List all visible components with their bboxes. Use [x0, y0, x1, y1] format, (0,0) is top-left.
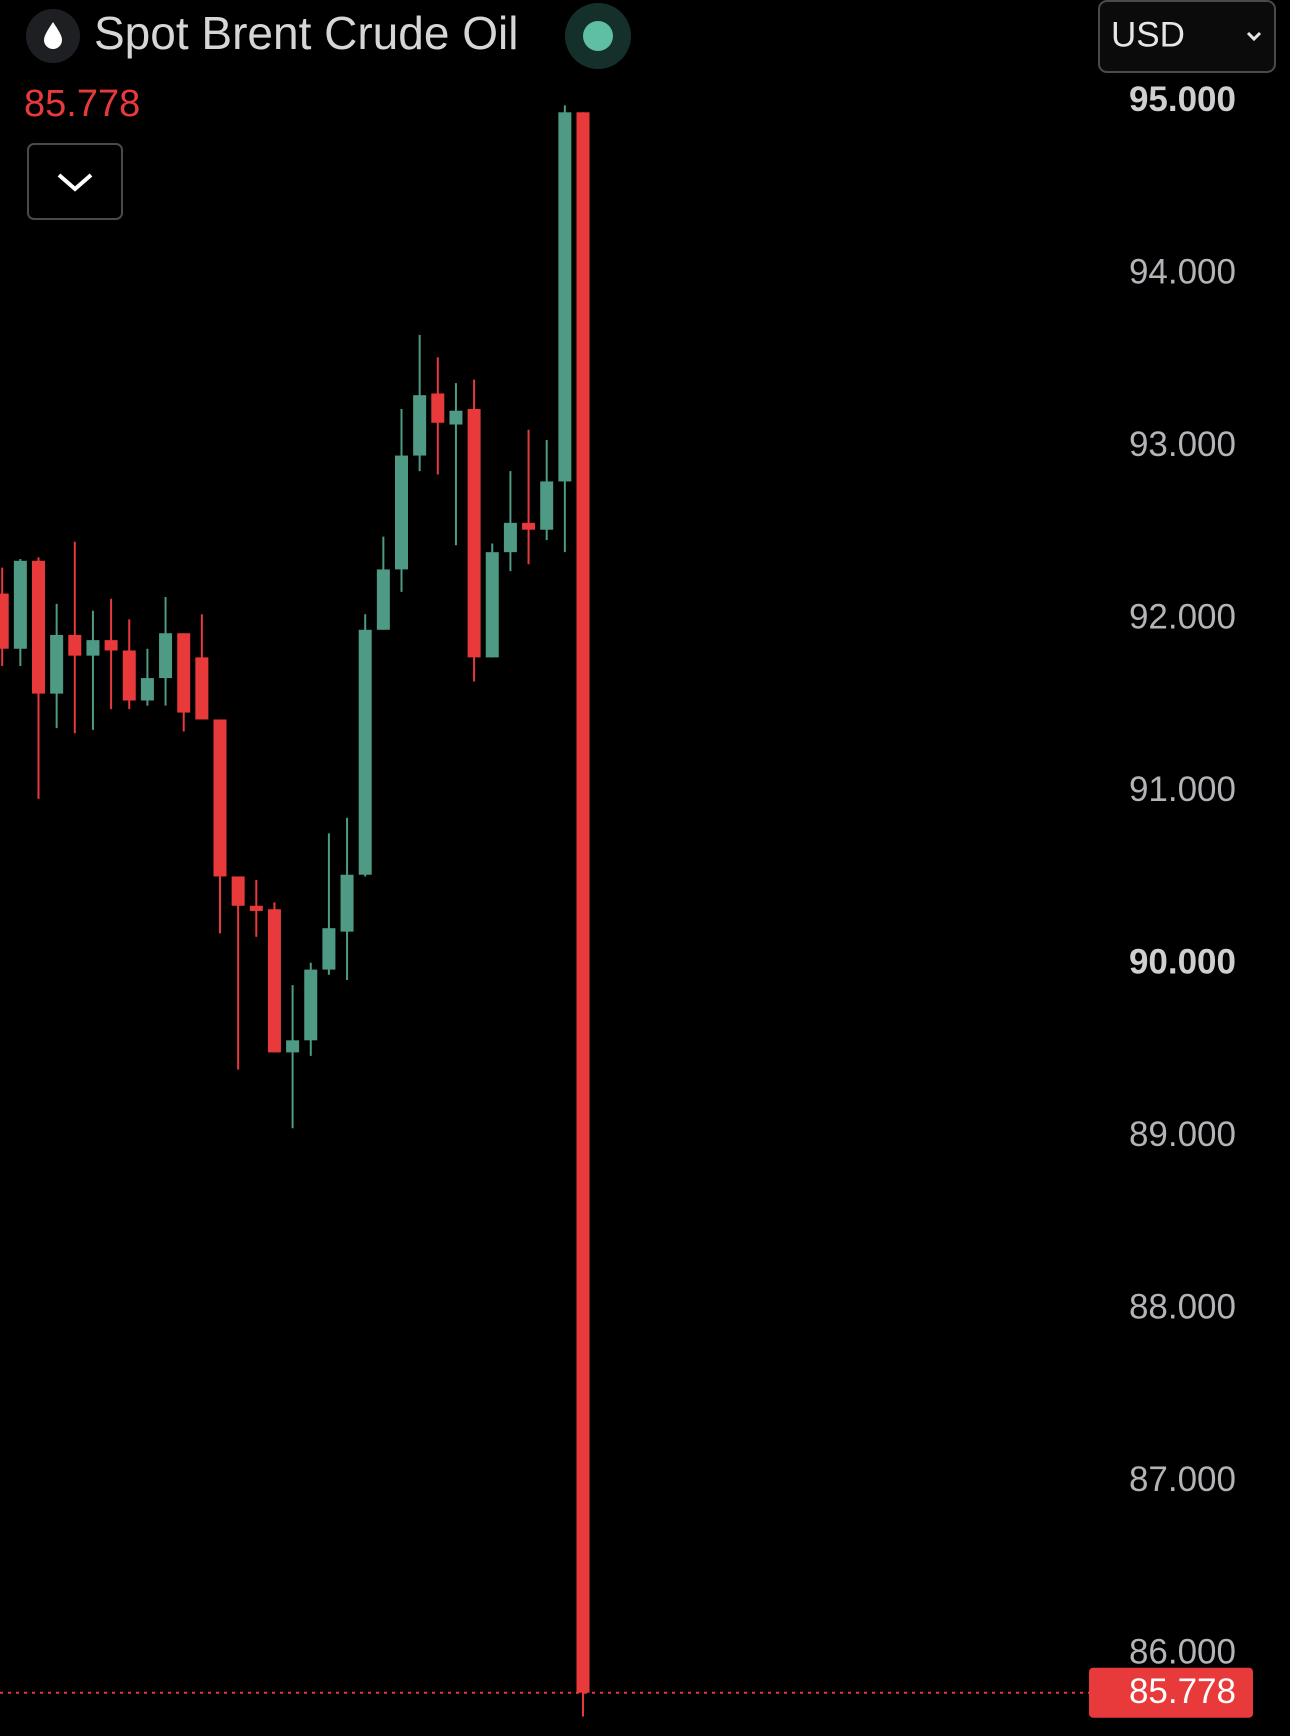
current-price: 85.778	[24, 83, 140, 125]
candle-body	[395, 455, 408, 570]
candle-body	[485, 552, 499, 658]
candle-body	[159, 633, 173, 679]
last-price-tag	[1089, 1667, 1253, 1718]
candle-body	[413, 395, 427, 456]
candle-body	[195, 657, 209, 720]
candle-body	[558, 112, 572, 482]
plot-area: 86.000 87.000 88.000 89.000 90.000 91.000 92.0…	[0, 80, 1253, 1718]
expand-chevron	[57, 173, 93, 192]
y-tick-label: 92.000	[1129, 598, 1236, 637]
candle-body	[140, 678, 154, 701]
y-tick-label: 91.000	[1129, 770, 1236, 809]
y-tick-label: 95.000	[1129, 80, 1236, 119]
chart-title: Spot Brent Crude Oil	[94, 7, 518, 59]
candle-body	[249, 905, 263, 911]
expand-button[interactable]	[27, 143, 123, 220]
candle-body	[104, 640, 118, 651]
candle-body	[449, 410, 463, 425]
candle-body	[267, 909, 281, 1053]
candle-body	[340, 874, 354, 932]
candle-body	[68, 634, 82, 656]
candle-body	[467, 408, 481, 658]
candle-body	[213, 719, 227, 877]
candle-body	[358, 629, 372, 875]
candle-body	[231, 876, 245, 906]
candle-body	[86, 640, 100, 656]
candle-body	[376, 569, 390, 630]
candle-body	[122, 650, 136, 701]
candle-body	[286, 1040, 300, 1053]
candle-body	[522, 522, 536, 530]
y-tick-label: 89.000	[1129, 1115, 1236, 1154]
y-tick-label: 93.000	[1129, 425, 1236, 464]
candle-body	[304, 969, 318, 1041]
y-tick-label: 87.000	[1129, 1460, 1236, 1499]
last-price-label: 85.778	[1129, 1672, 1236, 1711]
y-tick-label: 94.000	[1129, 253, 1236, 292]
candle-body	[431, 393, 445, 423]
candle-body	[322, 928, 336, 970]
currency-select[interactable]	[1098, 0, 1276, 73]
candle-body	[13, 560, 27, 649]
oil-icon	[44, 22, 62, 49]
candle-body	[177, 633, 191, 713]
candle-body	[576, 112, 590, 1693]
currency-chevron	[1246, 31, 1262, 42]
candle-body	[503, 522, 517, 553]
currency-label: USD	[1111, 15, 1185, 54]
candle-body	[32, 560, 45, 694]
candle-body	[50, 634, 64, 694]
y-tick-label: 86.000	[1129, 1633, 1236, 1672]
y-tick-label: 90.000	[1129, 943, 1236, 982]
candle-body	[540, 481, 554, 530]
y-tick-label: 88.000	[1129, 1288, 1236, 1327]
status-dot	[583, 21, 613, 51]
candle-body	[0, 593, 9, 649]
